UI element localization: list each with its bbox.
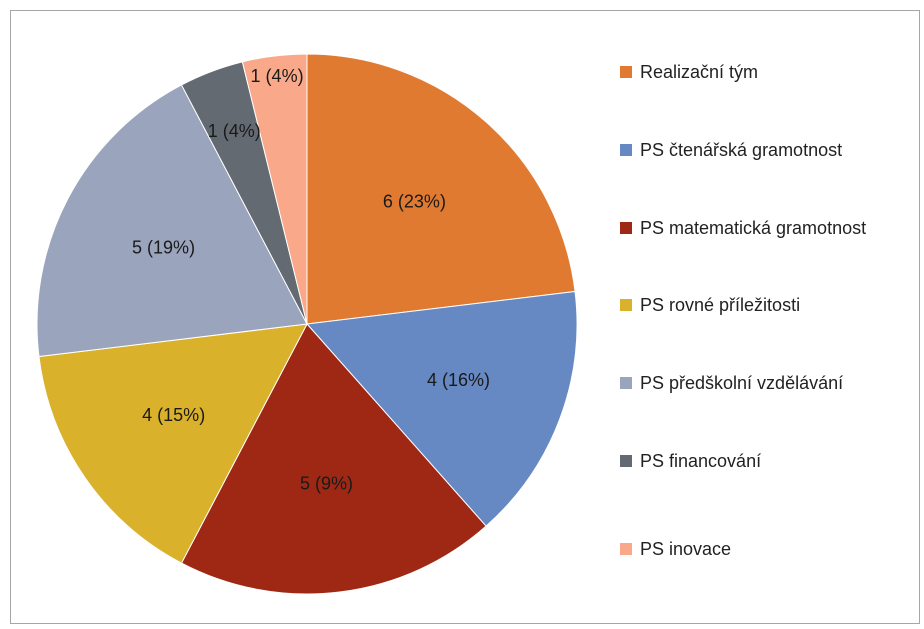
legend-label: Realizační tým xyxy=(640,62,759,82)
data-label: 6 (23%) xyxy=(383,191,446,211)
data-label: 1 (4%) xyxy=(251,66,304,86)
legend-entry: PS čtenářská gramotnost xyxy=(620,133,912,168)
legend-swatch xyxy=(620,543,632,555)
legend-swatch xyxy=(620,66,632,78)
legend-label: PS financování xyxy=(640,451,762,471)
legend-swatch xyxy=(620,377,632,389)
slice xyxy=(180,323,487,595)
frame xyxy=(10,10,920,624)
legend-swatch xyxy=(620,299,632,311)
legend-entry: PS inovace xyxy=(620,532,912,567)
legend-entry: PS matematická gramotnost xyxy=(620,211,912,246)
data-label: 4 (15%) xyxy=(142,405,205,425)
data-label: 5 (9%) xyxy=(300,474,353,494)
slice xyxy=(241,53,308,325)
data-label: 4 (16%) xyxy=(427,370,490,390)
slice xyxy=(36,84,308,358)
legend-label: PS matematická gramotnost xyxy=(640,218,867,238)
legend-entry: PS rovné příležitosti xyxy=(620,288,912,323)
slice xyxy=(305,290,578,527)
legend-label: PS čtenářská gramotnost xyxy=(640,140,843,160)
legend-label: PS inovace xyxy=(640,539,732,559)
legend-entry: Realizační tým xyxy=(620,55,912,90)
legend-swatch xyxy=(620,455,632,467)
legend-entry: PS předškolní vzdělávání xyxy=(620,366,912,401)
legend-entry: PS financování xyxy=(620,444,912,479)
legend-label: PS rovné příležitosti xyxy=(640,295,801,315)
legend-swatch xyxy=(620,144,632,156)
legend-swatch xyxy=(620,222,632,234)
data-label: 1 (4%) xyxy=(208,121,261,141)
slice xyxy=(38,323,308,564)
legend-label: PS předškolní vzdělávání xyxy=(640,373,844,393)
data-label: 5 (19%) xyxy=(132,237,195,257)
slice xyxy=(306,53,576,325)
